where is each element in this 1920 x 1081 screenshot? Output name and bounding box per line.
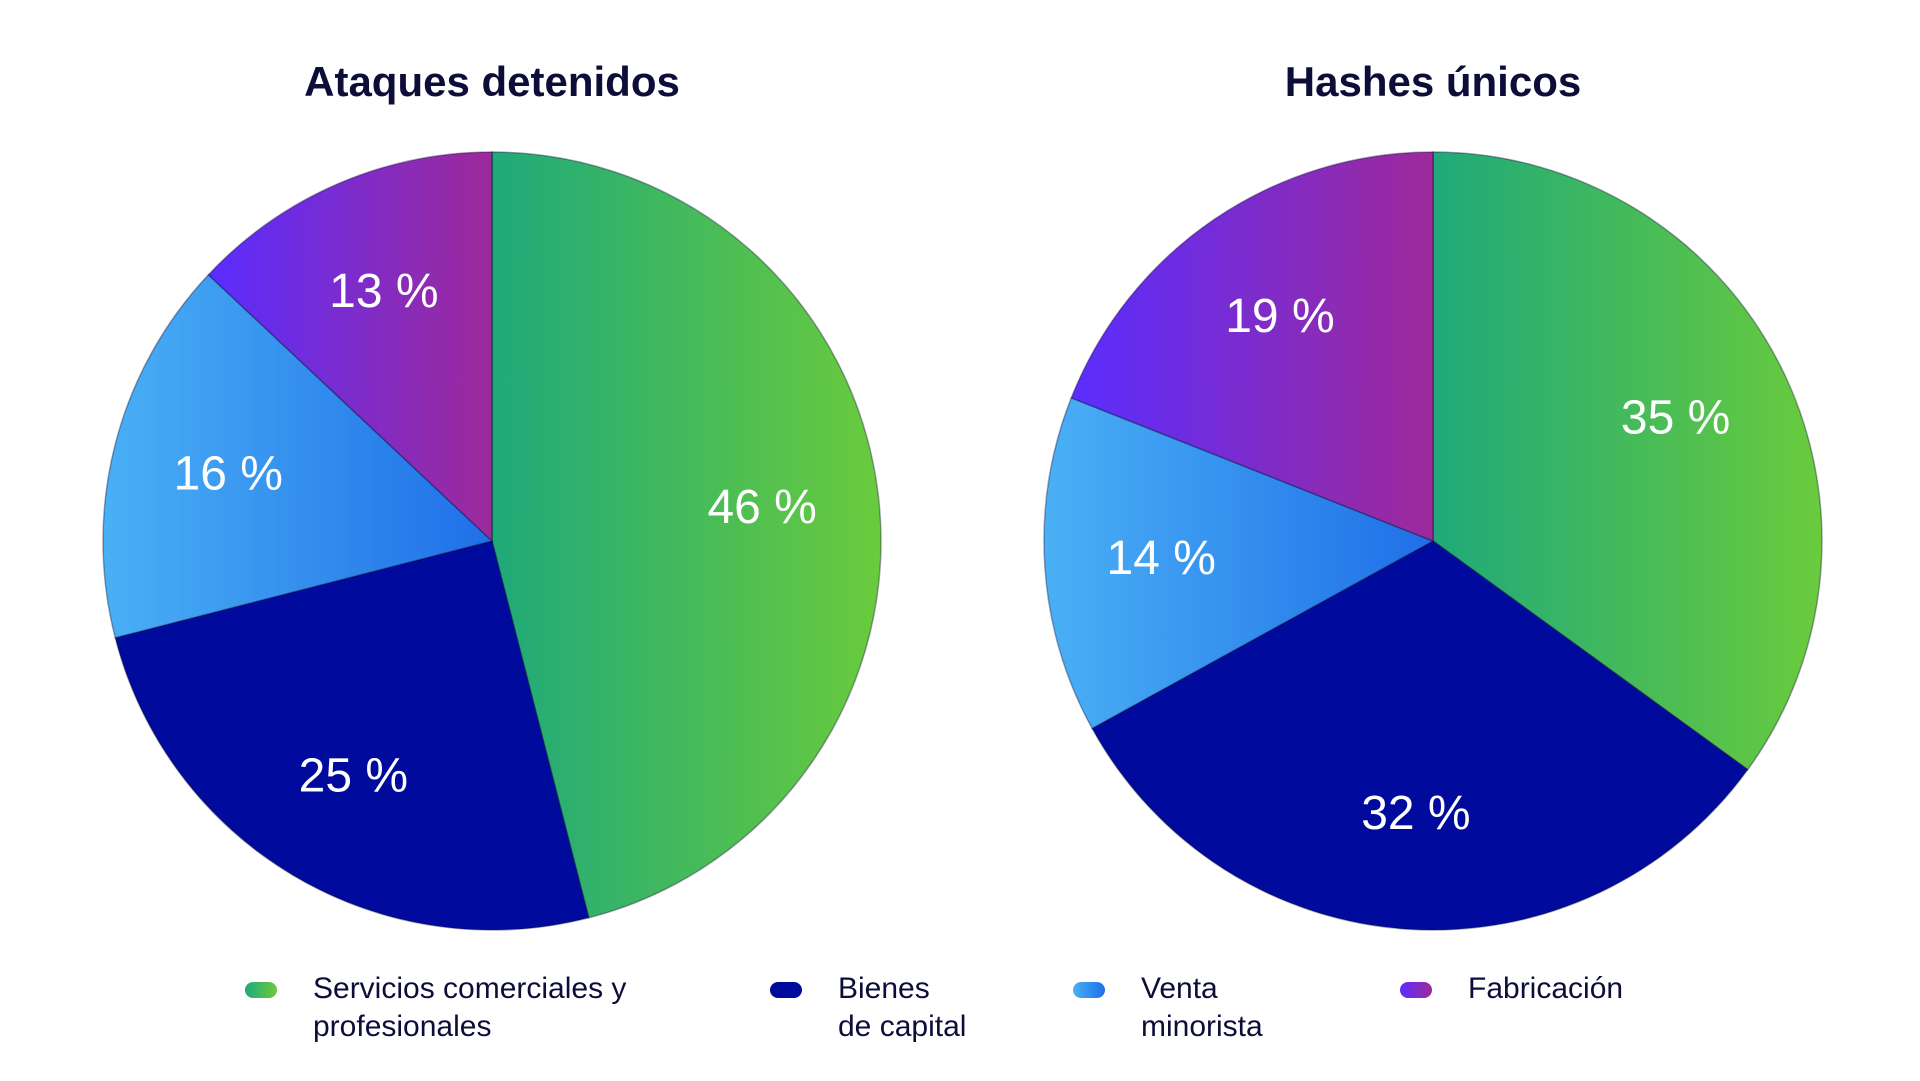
data-label: 16 % bbox=[174, 447, 283, 500]
pie-slice-4 bbox=[207, 151, 493, 543]
legend-item-fabricacion: Fabricación bbox=[1400, 970, 1623, 1008]
data-label: 13 % bbox=[329, 265, 438, 318]
pie-slice-2 bbox=[114, 540, 590, 931]
pie-slice-2 bbox=[1091, 540, 1749, 931]
data-label: 14 % bbox=[1107, 532, 1216, 585]
data-label: 25 % bbox=[299, 749, 408, 802]
chart-title: Hashes únicos bbox=[1285, 58, 1581, 105]
legend-item-venta: Venta minorista bbox=[1073, 970, 1263, 1046]
legend-swatch bbox=[1073, 982, 1105, 998]
legend-item-servicios: Servicios comerciales y profesionales bbox=[245, 970, 626, 1046]
data-label: 19 % bbox=[1225, 290, 1334, 343]
legend-label: Servicios comerciales y profesionales bbox=[313, 972, 627, 1043]
legend-label: Fabricación bbox=[1468, 972, 1624, 1005]
data-label: 32 % bbox=[1361, 787, 1470, 840]
legend-swatch bbox=[770, 982, 802, 998]
data-label: 46 % bbox=[707, 481, 816, 534]
legend-label: Bienes de capital bbox=[838, 972, 967, 1043]
legend-label: Venta minorista bbox=[1141, 972, 1263, 1043]
legend-swatch bbox=[245, 982, 277, 998]
data-label: 35 % bbox=[1621, 391, 1730, 444]
pie-slice-1 bbox=[1432, 151, 1823, 771]
chart-title: Ataques detenidos bbox=[304, 58, 680, 105]
pie-slice-3 bbox=[1043, 396, 1435, 730]
legend-swatch bbox=[1400, 982, 1432, 998]
legend: Servicios comerciales y profesionales Bi… bbox=[0, 970, 1920, 1050]
legend-item-bienes: Bienes de capital bbox=[770, 970, 966, 1046]
pie-slice-4 bbox=[1070, 151, 1434, 543]
pie-slice-1 bbox=[491, 151, 882, 919]
pie-slice-3 bbox=[102, 273, 494, 639]
